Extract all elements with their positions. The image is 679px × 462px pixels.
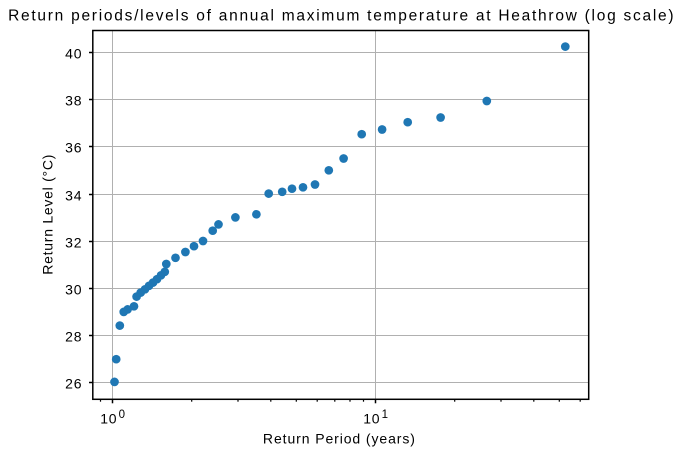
svg-text:28: 28 <box>65 328 82 344</box>
svg-text:26: 26 <box>65 375 82 391</box>
svg-text:40: 40 <box>65 45 82 61</box>
svg-text:38: 38 <box>65 92 82 108</box>
svg-text:32: 32 <box>65 234 82 250</box>
svg-text:36: 36 <box>65 139 82 155</box>
svg-text:Return Level (°C): Return Level (°C) <box>40 154 56 275</box>
svg-text:Return periods/levels of annua: Return periods/levels of annual maximum … <box>8 8 675 25</box>
svg-text:34: 34 <box>65 187 82 203</box>
svg-text:Return Period (years): Return Period (years) <box>263 431 416 447</box>
svg-text:30: 30 <box>65 281 82 297</box>
